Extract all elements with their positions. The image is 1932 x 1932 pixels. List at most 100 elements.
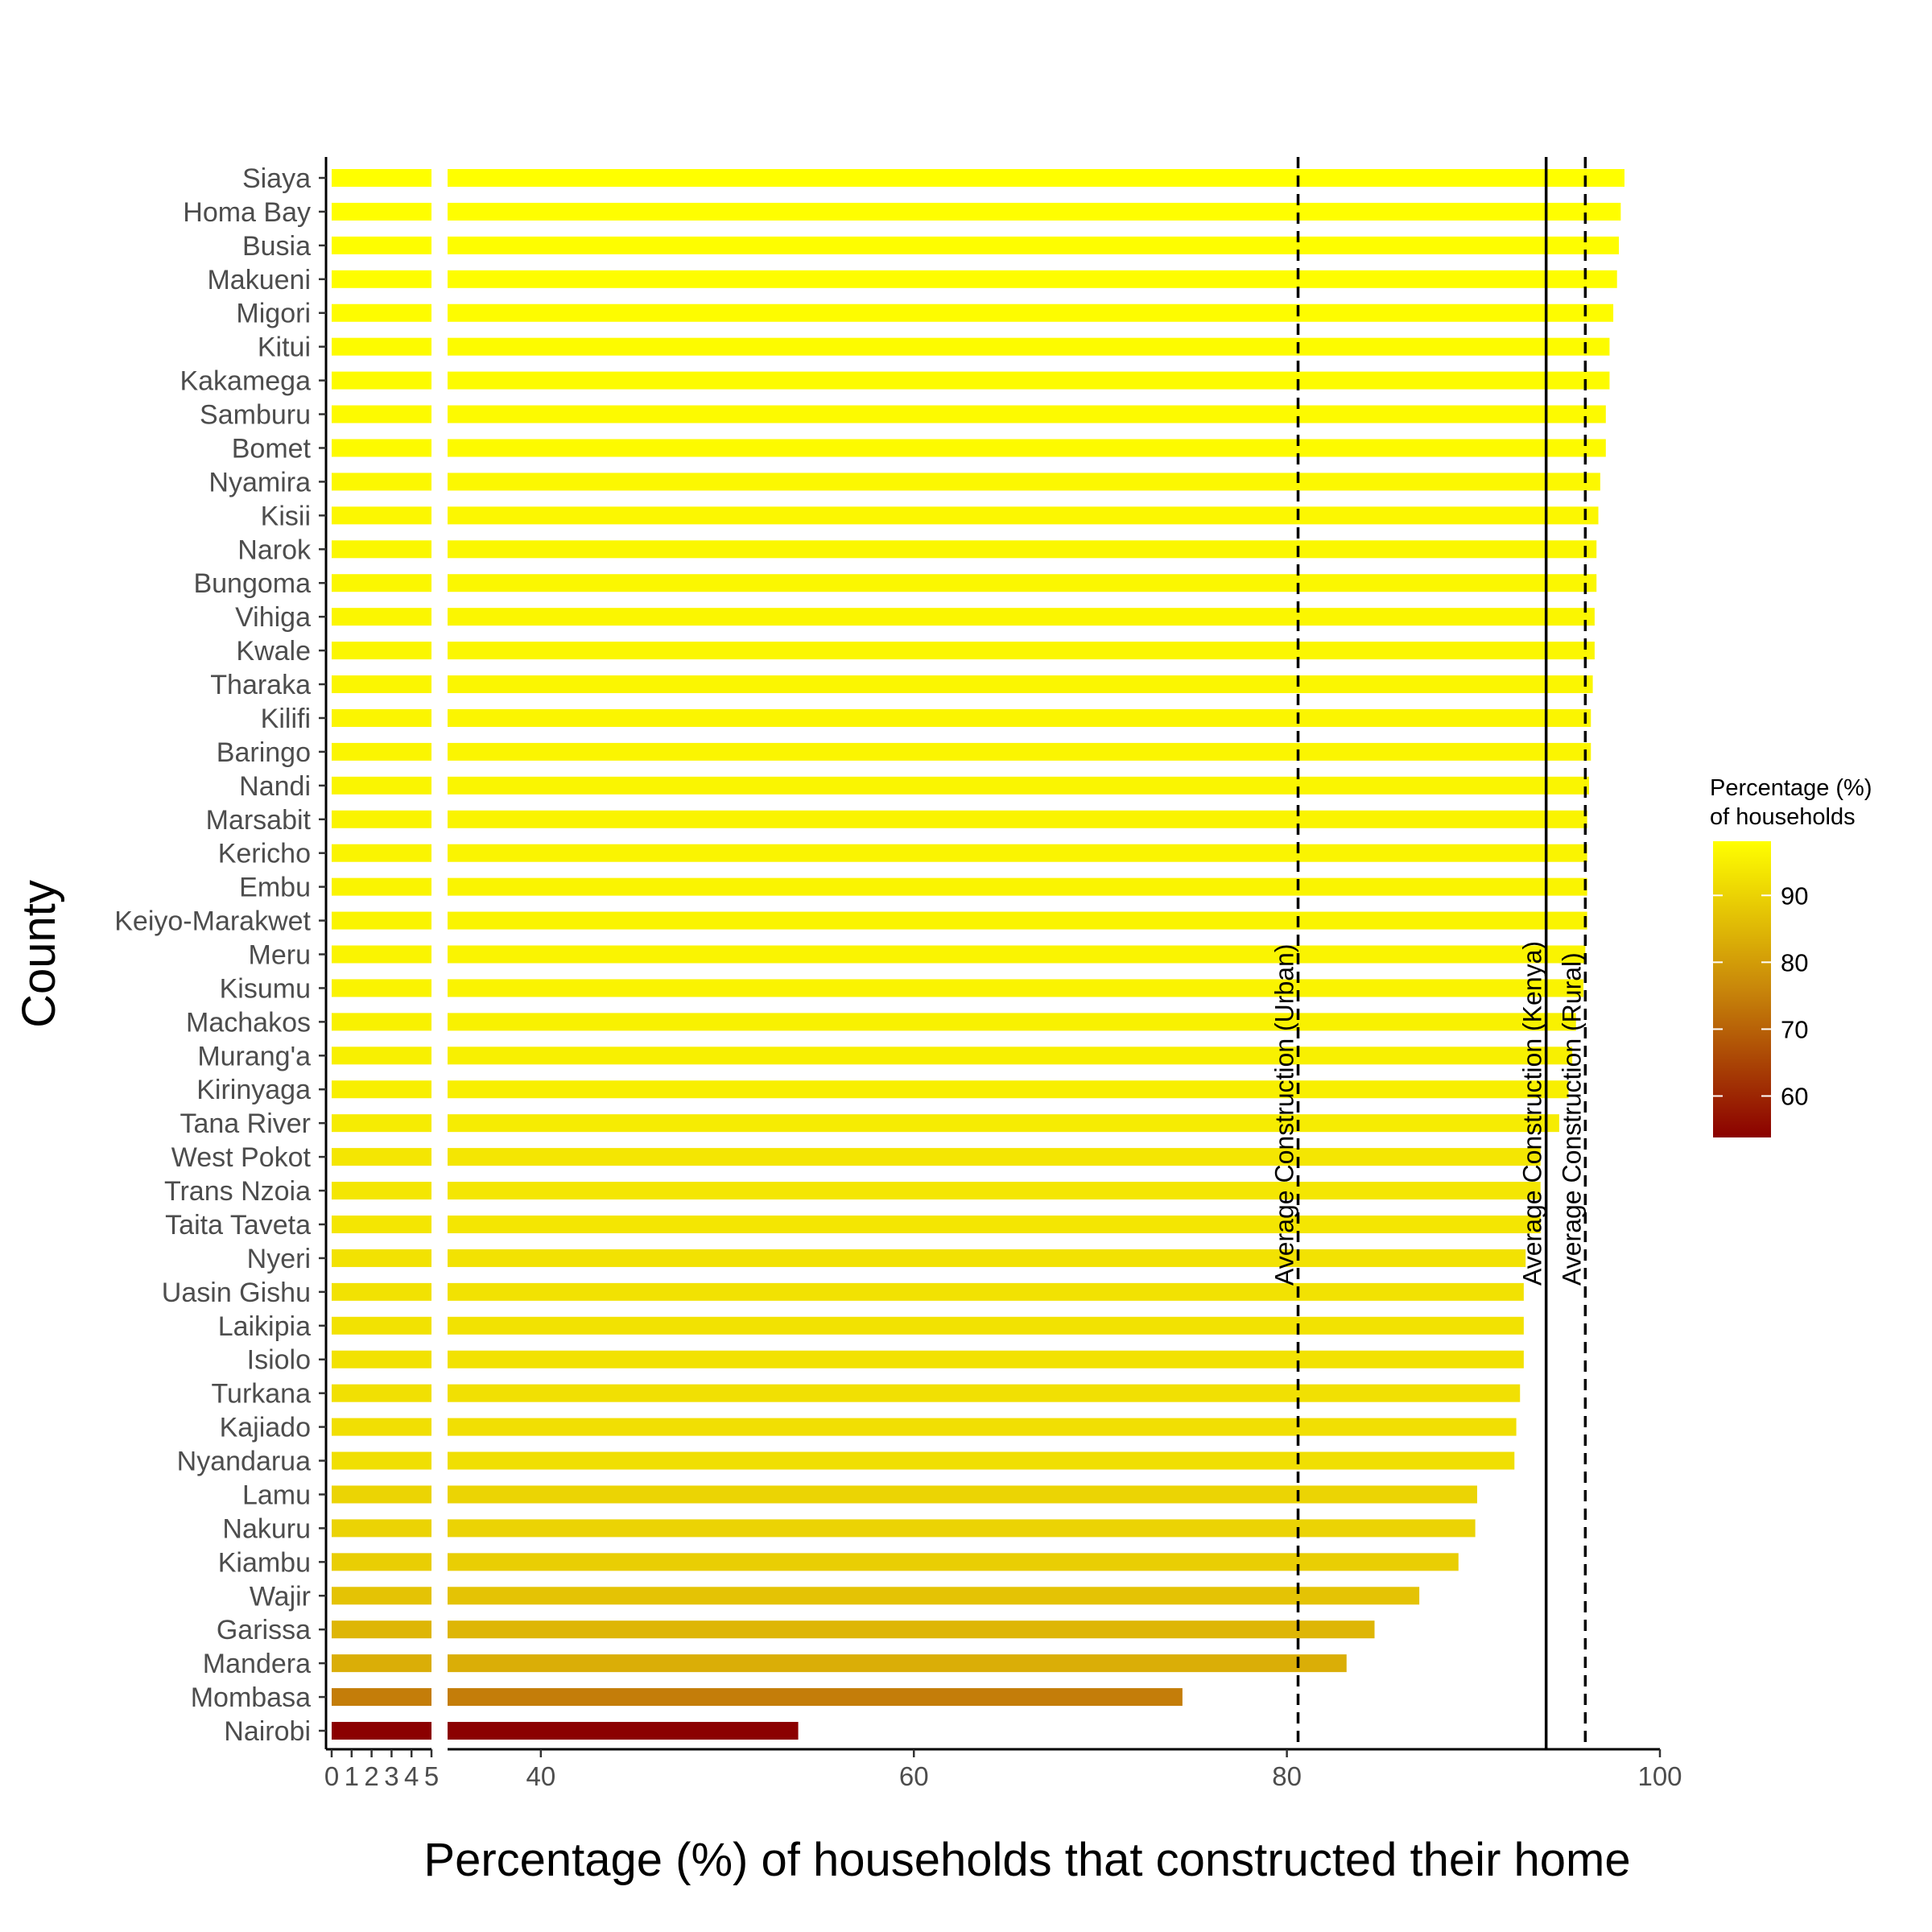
bar-segment-low bbox=[332, 608, 431, 626]
bar bbox=[448, 439, 1606, 457]
y-axis-title: County bbox=[13, 880, 65, 1028]
y-tick-label: Mombasa bbox=[191, 1682, 311, 1713]
bar-segment-low bbox=[332, 1350, 431, 1368]
bar bbox=[448, 642, 1595, 660]
x-tick-label: 60 bbox=[899, 1761, 929, 1791]
bar-segment-low bbox=[332, 1249, 431, 1267]
y-tick-label: Keiyo-Marakwet bbox=[114, 906, 311, 937]
bar bbox=[448, 945, 1586, 964]
bar bbox=[448, 1316, 1524, 1335]
y-tick-label: Meru bbox=[249, 940, 311, 971]
legend-label: 90 bbox=[1781, 881, 1808, 910]
y-tick-label: Tana River bbox=[180, 1108, 311, 1139]
y-tick-label: Nyeri bbox=[247, 1244, 311, 1274]
x-axis-title: Percentage (%) of households that constr… bbox=[423, 1834, 1630, 1886]
bar bbox=[448, 1046, 1573, 1065]
bar bbox=[448, 708, 1591, 727]
bar-segment-low bbox=[332, 1013, 431, 1031]
bar bbox=[448, 1587, 1420, 1605]
legend-labels: 60 70 80 90 bbox=[1713, 881, 1808, 1110]
y-tick-label: Nakuru bbox=[222, 1513, 311, 1544]
reference-line-label: Average Construction (Rural) bbox=[1557, 952, 1586, 1286]
bar-segment-low bbox=[332, 810, 431, 828]
reference-line-label: Average Construction (Urban) bbox=[1270, 944, 1299, 1286]
y-tick-label: Kirinyaga bbox=[196, 1075, 311, 1105]
y-tick-label: Kiambu bbox=[218, 1547, 311, 1578]
bar-segment-low bbox=[332, 1046, 431, 1065]
bar bbox=[448, 742, 1591, 761]
x-tick-label: 3 bbox=[384, 1761, 398, 1791]
reference-line-label: Average Construction (Kenya) bbox=[1518, 941, 1547, 1286]
y-tick-label: Vihiga bbox=[235, 602, 311, 633]
bar bbox=[448, 270, 1617, 288]
bar bbox=[448, 236, 1620, 254]
bar bbox=[448, 1249, 1526, 1267]
bar-segment-low bbox=[332, 675, 431, 694]
bar-segment-low bbox=[332, 708, 431, 727]
bar-segment-low bbox=[332, 1722, 431, 1740]
y-tick-label: Lamu bbox=[242, 1480, 311, 1510]
bar bbox=[448, 1080, 1569, 1099]
y-tick-label: Bungoma bbox=[193, 568, 311, 599]
y-tick-label: Kwale bbox=[236, 636, 311, 667]
bar bbox=[448, 337, 1610, 356]
y-tick-label: Turkana bbox=[212, 1379, 312, 1410]
y-tick-label: Laikipia bbox=[218, 1311, 311, 1342]
bar bbox=[448, 202, 1621, 221]
bar-segment-low bbox=[332, 1620, 431, 1639]
y-tick-label: Embu bbox=[239, 873, 311, 903]
bar-segment-low bbox=[332, 1688, 431, 1707]
bar bbox=[448, 506, 1599, 525]
x-tick-label: 100 bbox=[1637, 1761, 1682, 1791]
reference-lines: Average Construction (Urban) Average Cons… bbox=[1270, 157, 1587, 1749]
bar-segment-low bbox=[332, 1215, 431, 1233]
y-tick-label: Murang'a bbox=[197, 1041, 311, 1071]
bar-segment-low bbox=[332, 1182, 431, 1200]
bar-segment-low bbox=[332, 1282, 431, 1301]
bar-segment-low bbox=[332, 1485, 431, 1504]
y-tick-label: Wajir bbox=[250, 1581, 311, 1612]
y-tick-label: Garissa bbox=[217, 1615, 311, 1645]
bar-segment-low bbox=[332, 473, 431, 491]
bar bbox=[448, 810, 1587, 828]
bar-segment-low bbox=[332, 642, 431, 660]
bar bbox=[448, 1418, 1517, 1436]
y-tick-label: West Pokot bbox=[171, 1142, 312, 1173]
axes bbox=[324, 157, 1660, 1751]
bar bbox=[448, 608, 1595, 626]
x-tick-label: 1 bbox=[345, 1761, 359, 1791]
bar bbox=[448, 844, 1587, 862]
bar bbox=[448, 574, 1597, 592]
y-tick-label: Kisumu bbox=[220, 973, 311, 1004]
bar-segment-low bbox=[332, 236, 431, 254]
bar-segment-low bbox=[332, 945, 431, 964]
y-tick-label: Migori bbox=[236, 299, 311, 329]
bar bbox=[448, 1620, 1375, 1639]
bar-segment-low bbox=[332, 202, 431, 221]
y-tick-label: Kakamega bbox=[180, 366, 311, 397]
y-tick-label: Tharaka bbox=[210, 670, 311, 700]
bar-segment-low bbox=[332, 1316, 431, 1335]
bar-segment-low bbox=[332, 1080, 431, 1099]
bar-segment-low bbox=[332, 1418, 431, 1436]
bar bbox=[448, 1182, 1541, 1200]
y-tick-label: Baringo bbox=[217, 737, 311, 768]
bar bbox=[448, 473, 1600, 491]
y-tick-label: Machakos bbox=[186, 1007, 311, 1038]
bar-segment-low bbox=[332, 877, 431, 896]
y-tick-label: Nyandarua bbox=[177, 1447, 311, 1477]
bar-segment-low bbox=[332, 540, 431, 559]
y-tick-label: Narok bbox=[237, 535, 312, 565]
y-tick-label: Samburu bbox=[200, 400, 311, 431]
bar bbox=[448, 1384, 1521, 1402]
legend-label: 80 bbox=[1781, 948, 1808, 976]
y-tick-label: Isiolo bbox=[247, 1345, 311, 1376]
x-tick-label: 80 bbox=[1272, 1761, 1302, 1791]
y-tick-label: Nyamira bbox=[208, 467, 311, 497]
bar bbox=[448, 877, 1587, 896]
bar-segment-low bbox=[332, 1553, 431, 1571]
bar bbox=[448, 1114, 1559, 1133]
bar-segment-low bbox=[332, 844, 431, 862]
bar bbox=[448, 303, 1614, 322]
